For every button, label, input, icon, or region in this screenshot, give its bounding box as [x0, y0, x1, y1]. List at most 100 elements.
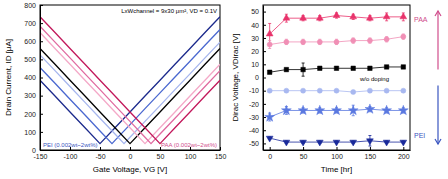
marker — [384, 88, 389, 93]
tick-label: 600 — [24, 38, 36, 45]
tick: 40 — [251, 22, 266, 29]
error-bar-cap — [285, 22, 288, 23]
annotation: PAA (0.002wt~2wt%) — [161, 142, 217, 148]
tick-label: 50 — [251, 8, 259, 15]
tick: 0 — [268, 147, 272, 160]
tick-mark — [263, 51, 266, 52]
tick-mark — [263, 117, 266, 118]
tick-label: -30 — [249, 114, 259, 121]
plot-frame — [263, 5, 410, 150]
tick: 800 — [24, 2, 43, 9]
tick-label: 40 — [251, 22, 259, 29]
tick: -50 — [95, 147, 105, 160]
marker — [367, 14, 374, 20]
tick-label: 300 — [24, 92, 36, 99]
error-bar-cap — [302, 76, 305, 77]
tick-label: 150 — [215, 153, 227, 160]
tick-mark — [270, 147, 271, 150]
error-bar-cap — [302, 20, 305, 21]
marker — [267, 88, 272, 93]
marker — [384, 37, 389, 42]
tick-label: 100 — [185, 153, 197, 160]
tick-label: -50 — [249, 140, 259, 147]
tick-label: -100 — [63, 153, 77, 160]
error-bar-cap — [368, 20, 371, 21]
x-axis-line — [41, 150, 221, 151]
tick: 700 — [24, 20, 43, 27]
error-bar — [385, 66, 388, 69]
annotation: PEI (0.002wt~2wt%) — [43, 142, 98, 148]
tick-label: 50 — [157, 153, 165, 160]
tick-mark — [337, 147, 338, 150]
marker — [400, 140, 407, 146]
error-bar-cap — [368, 146, 371, 147]
tick-label: 30 — [251, 35, 259, 42]
error-bar-cap — [268, 40, 271, 41]
tick-mark — [370, 147, 371, 150]
series-line — [40, 17, 220, 144]
tick-mark — [40, 41, 43, 42]
tick-mark — [40, 132, 43, 133]
marker — [316, 140, 323, 146]
tick-mark — [40, 59, 43, 60]
tick: 100 — [185, 147, 197, 160]
x-axis: 050100150200 — [264, 147, 411, 160]
tick-label: 0 — [129, 153, 133, 160]
tick-label: 100 — [331, 153, 343, 160]
marker — [398, 105, 408, 114]
tick: 30 — [251, 35, 266, 42]
marker — [383, 140, 390, 146]
marker — [401, 65, 405, 69]
tick: 50 — [157, 147, 165, 160]
tick-mark — [263, 78, 266, 79]
marker — [317, 88, 322, 93]
y-axis-title: Drain Current, ID [μA] — [4, 39, 13, 116]
tick-label: 800 — [24, 2, 36, 9]
error-bar-cap — [385, 20, 388, 21]
error-bar — [318, 67, 321, 70]
tick-label: -150 — [33, 153, 47, 160]
tick-mark — [263, 64, 266, 65]
series-line — [40, 26, 220, 143]
tick-label: 50 — [300, 153, 308, 160]
tick-mark — [220, 147, 221, 150]
tick-mark — [263, 25, 266, 26]
marker — [281, 105, 291, 114]
tick-label: 0 — [268, 153, 272, 160]
tick-label: 500 — [24, 56, 36, 63]
marker — [333, 12, 340, 18]
x-axis-title: Gate Voltage, VG [V] — [93, 165, 167, 174]
marker — [284, 39, 289, 44]
tick: -40 — [249, 127, 266, 134]
error-bar — [368, 67, 371, 70]
tick-label: -50 — [95, 153, 105, 160]
tick-mark — [263, 91, 266, 92]
tick: 100 — [331, 147, 343, 160]
marker — [315, 105, 325, 114]
marker — [367, 139, 374, 145]
marker — [351, 66, 355, 70]
series-line — [40, 49, 220, 144]
plot-area — [265, 12, 408, 146]
marker — [283, 14, 290, 20]
tick: -20 — [249, 101, 266, 108]
error-bar — [302, 63, 305, 76]
tick: 100 — [24, 129, 43, 136]
error-bar-cap — [268, 48, 271, 49]
arrow-head — [435, 139, 441, 144]
tick: -30 — [249, 114, 266, 121]
tick-mark — [40, 5, 43, 6]
tick: 400 — [24, 74, 43, 81]
y-axis-title: Dirac Voltage, VDirac [V] — [231, 33, 240, 121]
tick: 600 — [24, 38, 43, 45]
marker — [400, 13, 407, 19]
tick-mark — [40, 96, 43, 97]
tick: 300 — [24, 92, 43, 99]
tick-label: 0 — [32, 147, 36, 154]
marker — [301, 39, 306, 44]
plot-area — [40, 17, 220, 144]
x-axis-line — [264, 150, 411, 151]
tick-mark — [100, 147, 101, 150]
annotation: PAA — [414, 16, 428, 23]
tick-mark — [403, 147, 404, 150]
